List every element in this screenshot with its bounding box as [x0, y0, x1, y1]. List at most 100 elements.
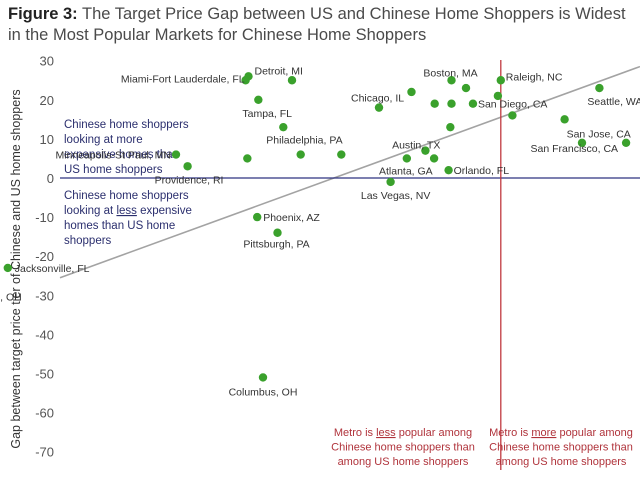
quadrant-notes: Chinese home shoppers looking at more expe…: [64, 119, 633, 468]
point-label: Las Vegas, NV: [361, 190, 430, 202]
y-tick-label: -70: [35, 445, 54, 460]
data-point: [577, 138, 587, 148]
data-point: [253, 212, 262, 222]
data-point: [621, 138, 631, 148]
point-label: Detroit, MI: [255, 65, 303, 77]
point-labels: Detroit, MI Miami-Fort Lauderdale, FL Bost…: [0, 65, 640, 398]
data-point: [287, 76, 297, 85]
y-axis-label: Gap between target price tier of Chinese…: [9, 89, 23, 448]
note-keyword: more: [531, 427, 556, 439]
data-point: [444, 165, 453, 175]
data-point: [508, 111, 517, 120]
y-tick-label: 20: [40, 93, 54, 108]
y-tick-label: 10: [40, 132, 54, 147]
note-line: among US home shoppers: [496, 456, 627, 468]
point-label: Cleveland, OH: [0, 292, 22, 304]
data-point: [560, 115, 569, 124]
figure-label: Figure 3:: [8, 5, 78, 23]
point-label: San Francisco, CA: [531, 143, 619, 155]
note-line: shoppers: [64, 235, 112, 247]
data-point: [595, 83, 604, 93]
data-point: [446, 122, 455, 132]
point-label: Philadelphia, PA: [266, 135, 342, 147]
point-label: Atlanta, GA: [379, 165, 433, 177]
note-line: among US home shoppers: [338, 456, 469, 468]
y-tick-label: 30: [40, 54, 54, 69]
point-label: Seattle, WA: [587, 96, 640, 108]
note-text: Metro is: [334, 427, 376, 439]
data-point: [273, 228, 282, 237]
y-tick-label: -50: [35, 367, 54, 382]
data-point: [493, 91, 503, 101]
note-line: Chinese home shoppers: [64, 119, 189, 131]
point-label: Columbus, OH: [229, 386, 298, 398]
data-point: [296, 150, 305, 159]
point-label: Miami-Fort Lauderdale, FL: [121, 73, 245, 85]
data-point: [496, 76, 505, 85]
point-label: San Jose, CA: [567, 128, 631, 140]
note-bottom-right: Metro is more popular among Chinese home …: [489, 427, 633, 468]
note-text: expensive: [137, 205, 192, 217]
note-bottom-left: Metro is less popular among Chinese home …: [331, 427, 475, 468]
data-point: [386, 177, 395, 187]
note-line: Chinese home shoppers than: [331, 442, 475, 454]
y-axis-ticks: 30 20 10 0 -10 -20 -30 -40 -50 -60 -70: [35, 54, 54, 460]
data-point: [430, 99, 439, 108]
point-label: Tampa, FL: [242, 108, 292, 120]
note-text: Metro is: [489, 427, 531, 439]
note-text: looking at: [64, 205, 116, 217]
chart-title: Figure 3: The Target Price Gap between U…: [8, 4, 638, 46]
data-point: [447, 99, 456, 108]
note-line: looking at more: [64, 134, 143, 146]
note-lower-left: Chinese home shoppers looking at less exp…: [64, 190, 192, 247]
point-label: Minneapolis-St Paul, MN: [55, 150, 171, 162]
y-tick-label: -30: [35, 288, 54, 303]
y-tick-label: -10: [35, 210, 54, 225]
note-line: Metro is less popular among: [334, 427, 472, 439]
note-line: US home shoppers: [64, 164, 163, 176]
note-keyword: less: [116, 205, 137, 217]
data-point: [183, 162, 192, 171]
point-label: Pittsburgh, PA: [243, 239, 309, 251]
point-label: Jacksonville, FL: [15, 263, 90, 275]
data-point: [279, 122, 288, 132]
point-label: San Diego, CA: [478, 99, 547, 111]
data-point: [429, 154, 439, 163]
data-point: [374, 103, 384, 112]
figure-title: The Target Price Gap between US and Chin…: [8, 5, 626, 44]
point-label: Boston, MA: [423, 67, 477, 79]
point-label: Chicago, IL: [351, 93, 404, 105]
data-point: [3, 263, 12, 273]
data-point: [337, 150, 346, 159]
data-points: [3, 72, 631, 382]
point-label: Austin, TX: [392, 139, 440, 151]
y-tick-label: -60: [35, 406, 54, 421]
point-label: Orlando, FL: [454, 165, 510, 177]
note-line: expensive homes than: [64, 149, 179, 161]
y-tick-label: 0: [47, 171, 54, 186]
y-tick-label: -20: [35, 249, 54, 264]
data-point: [447, 76, 456, 85]
data-point: [243, 154, 252, 163]
note-text: popular among: [556, 427, 632, 439]
point-label: Phoenix, AZ: [263, 212, 320, 224]
trend-line: [59, 65, 640, 279]
note-line: looking at less expensive: [64, 205, 192, 217]
data-point: [461, 83, 471, 93]
point-label: Raleigh, NC: [506, 71, 563, 83]
data-point: [407, 87, 416, 97]
note-upper-left: Chinese home shoppers looking at more expe…: [64, 119, 189, 176]
data-point: [421, 146, 430, 155]
note-line: homes than US home: [64, 220, 175, 232]
data-point: [254, 95, 263, 105]
note-text: popular among: [396, 427, 472, 439]
note-line: Chinese home shoppers: [64, 190, 189, 202]
data-point: [468, 99, 478, 108]
note-line: Metro is more popular among: [489, 427, 633, 439]
data-point: [171, 150, 181, 159]
y-tick-label: -40: [35, 327, 54, 342]
note-keyword: less: [376, 427, 396, 439]
note-line: Chinese home shoppers than: [489, 442, 633, 454]
data-point: [258, 373, 268, 382]
